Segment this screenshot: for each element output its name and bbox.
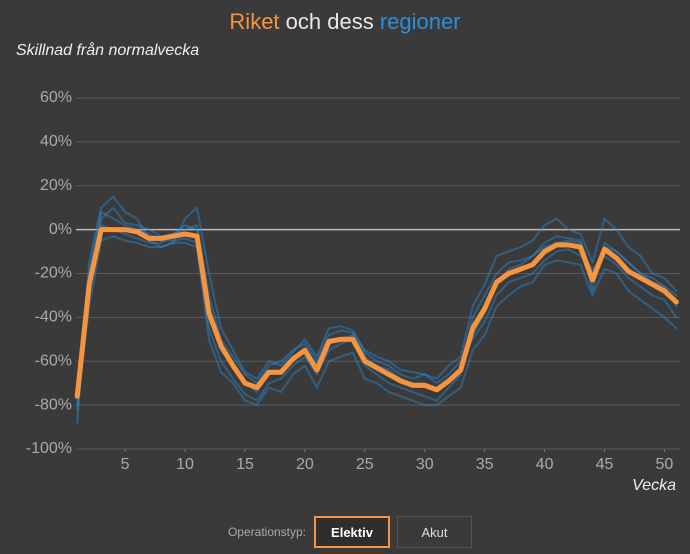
- x-tick-label: 15: [236, 456, 254, 473]
- chart: Riket och dess regioner Skillnad från no…: [16, 9, 680, 494]
- option-button[interactable]: Elektiv: [314, 516, 390, 548]
- x-tick-label: 10: [176, 456, 194, 473]
- y-tick-label: 20%: [40, 177, 72, 194]
- series-line: [76, 235, 678, 411]
- title-part: och dess: [286, 9, 374, 34]
- y-tick-label: -40%: [35, 309, 72, 326]
- y-tick-label: -60%: [35, 352, 72, 369]
- x-tick-label: 20: [296, 456, 314, 473]
- option-button[interactable]: Akut: [397, 516, 472, 548]
- y-tick-label: 40%: [40, 133, 72, 150]
- y-tick-label: -20%: [35, 265, 72, 282]
- x-tick-label: 25: [356, 456, 374, 473]
- y-tick-label: 60%: [40, 89, 72, 106]
- x-tick-label: 50: [656, 456, 674, 473]
- series-line: [76, 206, 678, 385]
- chart-title: Riket och dess regioner: [229, 9, 460, 34]
- series-line: [76, 211, 678, 424]
- x-tick-label: 30: [416, 456, 434, 473]
- control-label: Operationstyp:: [227, 525, 307, 539]
- y-tick-label: -80%: [35, 396, 72, 413]
- x-tick-label: 45: [596, 456, 614, 473]
- y-axis-label: Skillnad från normalvecka: [16, 41, 199, 59]
- x-axis-label: Vecka: [632, 477, 676, 494]
- series-line: [74, 227, 679, 399]
- x-tick-label: 40: [536, 456, 554, 473]
- title-part: Riket: [229, 9, 279, 34]
- x-tick-label: 5: [121, 456, 130, 473]
- y-tick-label: 0%: [49, 221, 72, 238]
- title-part: regioner: [380, 9, 461, 34]
- y-tick-label: -100%: [26, 440, 72, 457]
- x-tick-label: 35: [476, 456, 494, 473]
